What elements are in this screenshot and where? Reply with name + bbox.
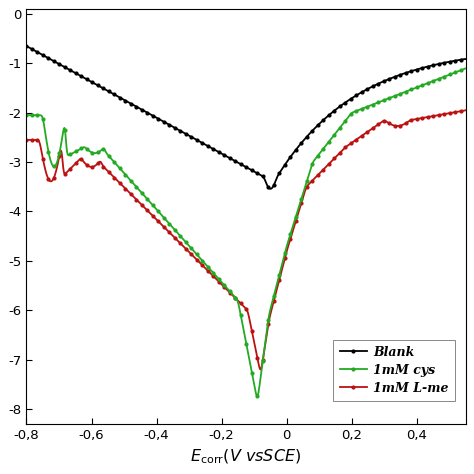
1mM cys xyxy=(279,261,285,267)
Blank xyxy=(291,150,296,155)
1mM L-me xyxy=(304,184,310,190)
Blank xyxy=(268,186,273,191)
X-axis label: $\mathit{E}_{\mathrm{corr}}$($\mathit{V\ vsSCE}$): $\mathit{E}_{\mathrm{corr}}$($\mathit{V\… xyxy=(191,447,302,465)
Blank xyxy=(463,56,468,62)
1mM L-me xyxy=(357,134,363,140)
1mM cys xyxy=(255,393,260,399)
1mM cys xyxy=(291,221,296,227)
1mM cys xyxy=(463,66,468,72)
1mM L-me xyxy=(463,108,468,113)
Blank xyxy=(402,70,408,76)
1mM cys xyxy=(51,164,56,169)
1mM cys xyxy=(357,107,363,112)
1mM L-me xyxy=(51,176,56,182)
1mM cys xyxy=(24,112,29,118)
Line: 1mM L-me: 1mM L-me xyxy=(25,109,467,371)
Blank xyxy=(304,134,310,139)
Blank xyxy=(24,44,29,49)
Legend: Blank, 1mM cys, 1mM L-me: Blank, 1mM cys, 1mM L-me xyxy=(333,339,455,401)
1mM L-me xyxy=(258,366,264,372)
Line: Blank: Blank xyxy=(25,45,467,190)
Blank xyxy=(357,90,363,96)
Blank xyxy=(279,166,285,172)
Line: 1mM cys: 1mM cys xyxy=(25,67,467,398)
1mM L-me xyxy=(279,266,285,272)
1mM L-me xyxy=(291,226,296,231)
1mM cys xyxy=(304,178,310,184)
1mM L-me xyxy=(24,137,29,143)
Blank xyxy=(51,58,56,64)
1mM cys xyxy=(402,89,408,95)
1mM L-me xyxy=(402,121,408,127)
